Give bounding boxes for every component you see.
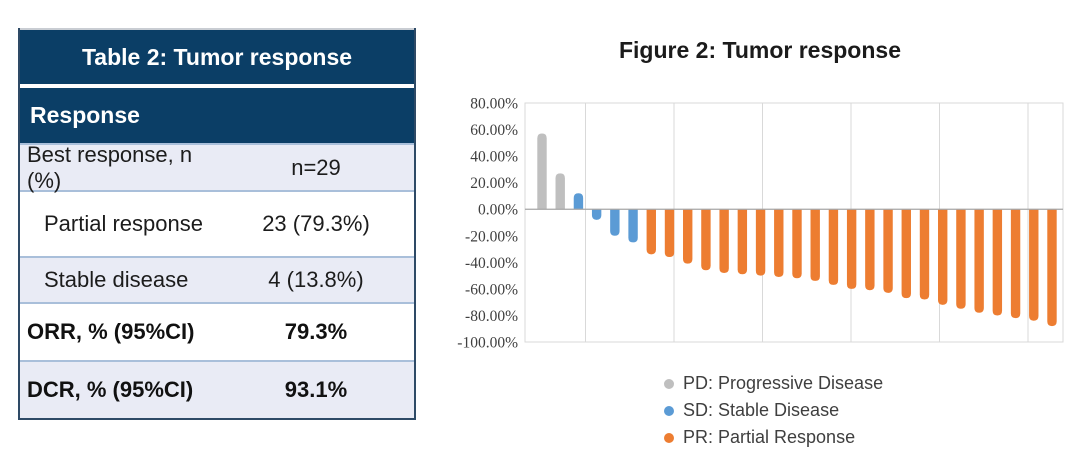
bar-pr bbox=[865, 209, 875, 291]
bar-sd bbox=[591, 209, 602, 220]
bar-pd bbox=[537, 133, 547, 210]
y-tick-label: 60.00% bbox=[470, 122, 518, 139]
bar-pr bbox=[1047, 209, 1057, 327]
row-label: ORR, % (95%CI) bbox=[27, 319, 195, 344]
legend-label: PD: Progressive Disease bbox=[683, 373, 884, 393]
y-tick-label: -20.00% bbox=[465, 228, 518, 245]
table-title: Table 2: Tumor response bbox=[20, 28, 414, 84]
bar-pr bbox=[1010, 209, 1021, 319]
bar-pr bbox=[719, 209, 729, 273]
bar-pr bbox=[901, 209, 911, 299]
y-tick-label: 80.00% bbox=[470, 96, 518, 113]
y-tick-label: -40.00% bbox=[465, 255, 518, 272]
bar-sd bbox=[610, 209, 620, 236]
bar-pr bbox=[938, 209, 948, 305]
row-value: 93.1% bbox=[284, 377, 348, 402]
row-label: DCR, % (95%CI) bbox=[27, 377, 194, 402]
bar-pr bbox=[701, 209, 711, 271]
pd-legend-dot-icon bbox=[664, 378, 674, 389]
legend-item-sd: SD: Stable Disease bbox=[664, 397, 883, 424]
bar-sd bbox=[628, 209, 638, 243]
table-row: DCR, % (95%CI) 93.1% bbox=[20, 360, 414, 418]
y-tick-label: 40.00% bbox=[470, 149, 518, 166]
bar-pr bbox=[919, 209, 930, 300]
y-axis-tick-labels: 80.00% 60.00% 40.00% 20.00% 0.00% -20.00% -40.… bbox=[457, 96, 518, 352]
tumor-response-table: Table 2: Tumor response Response Best re… bbox=[18, 28, 416, 420]
row-label: Partial response bbox=[44, 211, 203, 236]
row-value: 4 (13.8%) bbox=[268, 267, 364, 292]
bar-pd bbox=[555, 173, 565, 210]
plot-area-border bbox=[524, 102, 1064, 343]
bar-pr bbox=[646, 209, 656, 255]
legend-item-pr: PR: Partial Response bbox=[664, 424, 883, 451]
table-header-gap bbox=[20, 84, 414, 88]
bar-pr bbox=[664, 209, 675, 258]
legend-item-pd: PD: Progressive Disease bbox=[664, 370, 883, 397]
row-label: Best response, n (%) bbox=[27, 141, 193, 193]
bar-pr bbox=[1029, 209, 1039, 321]
waterfall-chart: 80.00% 60.00% 40.00% 20.00% 0.00% -20.00% -40.… bbox=[457, 96, 1064, 352]
y-tick-label: 20.00% bbox=[470, 175, 518, 192]
bar-pr bbox=[774, 209, 784, 277]
legend-label: PR: Partial Response bbox=[683, 427, 856, 447]
table-row: ORR, % (95%CI) 79.3% bbox=[20, 302, 414, 360]
sd-legend-dot-icon bbox=[664, 405, 674, 416]
table-row: Stable disease 4 (13.8%) bbox=[20, 256, 414, 302]
y-tick-label: -60.00% bbox=[465, 281, 518, 298]
row-value: 79.3% bbox=[284, 319, 348, 344]
bar-pr bbox=[992, 209, 1003, 316]
bar-pr bbox=[828, 209, 839, 285]
bar-pr bbox=[683, 209, 693, 264]
legend-label: SD: Stable Disease bbox=[683, 400, 840, 420]
bar-pr bbox=[956, 209, 966, 309]
y-tick-label: -80.00% bbox=[465, 308, 518, 325]
chart-title: Figure 2: Tumor response bbox=[618, 37, 901, 63]
bar-sd bbox=[573, 193, 584, 210]
bar-pr bbox=[792, 209, 802, 279]
row-value: n=29 bbox=[291, 154, 341, 180]
pr-legend-dot-icon bbox=[664, 432, 674, 443]
bar-pr bbox=[846, 209, 857, 289]
bar-pr bbox=[883, 209, 893, 293]
waterfall-bars bbox=[537, 133, 1057, 327]
table-section-header: Response bbox=[20, 88, 414, 143]
row-value: 23 (79.3%) bbox=[262, 211, 370, 236]
bar-pr bbox=[974, 209, 984, 313]
y-tick-label: -100.00% bbox=[457, 335, 518, 352]
bar-pr bbox=[755, 209, 766, 276]
y-tick-label: 0.00% bbox=[478, 202, 518, 219]
table-row: Partial response 23 (79.3%) bbox=[20, 190, 414, 256]
chart-legend: PD: Progressive Disease SD: Stable Disea… bbox=[664, 370, 883, 451]
bar-pr bbox=[737, 209, 748, 275]
row-label: Stable disease bbox=[44, 267, 189, 292]
bar-pr bbox=[810, 209, 820, 281]
table-row: Best response, n (%) n=29 bbox=[20, 142, 414, 193]
chart-gridlines bbox=[585, 103, 1029, 342]
